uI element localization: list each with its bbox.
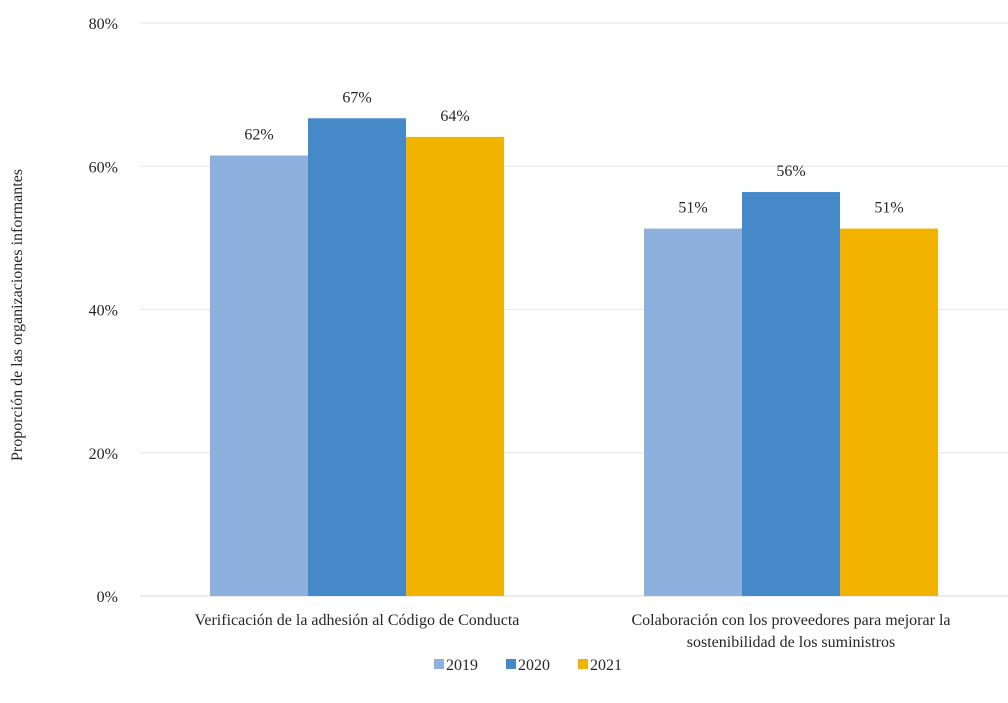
bar-2021 [406,136,504,597]
legend-swatch-2020 [506,659,516,669]
legend-label: 2021 [590,657,622,674]
category-label: Colaboración con los proveedores para me… [632,612,951,629]
data-label-2019: 51% [678,200,707,217]
y-axis-ticks: 0% 20% 40% 60% 80% [89,16,118,606]
bar-2019 [210,155,308,596]
legend-swatch-2019 [434,659,444,669]
data-label-2020: 56% [776,163,805,180]
y-tick-label: 0% [97,589,118,606]
y-tick-label: 60% [89,159,118,176]
data-label-2020: 67% [342,89,371,106]
data-label-2019: 62% [244,127,273,144]
y-tick-label: 80% [89,16,118,33]
bar-2020 [742,192,840,596]
legend: 2019 2020 2021 [434,657,622,674]
y-tick-label: 40% [89,303,118,320]
y-tick-label: 20% [89,446,118,463]
bar-2020 [308,118,406,596]
category-label: sostenibilidad de los suministros [687,634,895,651]
x-axis-categories: Verificación de la adhesión al Código de… [195,612,951,651]
bars [210,118,938,597]
legend-label: 2020 [518,657,550,674]
data-label-2021: 64% [440,108,469,125]
legend-label: 2019 [446,657,478,674]
y-axis-title: Proporción de las organizaciones informa… [9,169,26,461]
data-labels: 62% 67% 64% 51% 56% 51% [244,89,903,216]
data-label-2021: 51% [874,200,903,217]
bar-2019 [644,228,742,596]
legend-swatch-2021 [578,659,588,669]
category-label: Verificación de la adhesión al Código de… [195,612,520,629]
bar-2021 [840,228,938,596]
